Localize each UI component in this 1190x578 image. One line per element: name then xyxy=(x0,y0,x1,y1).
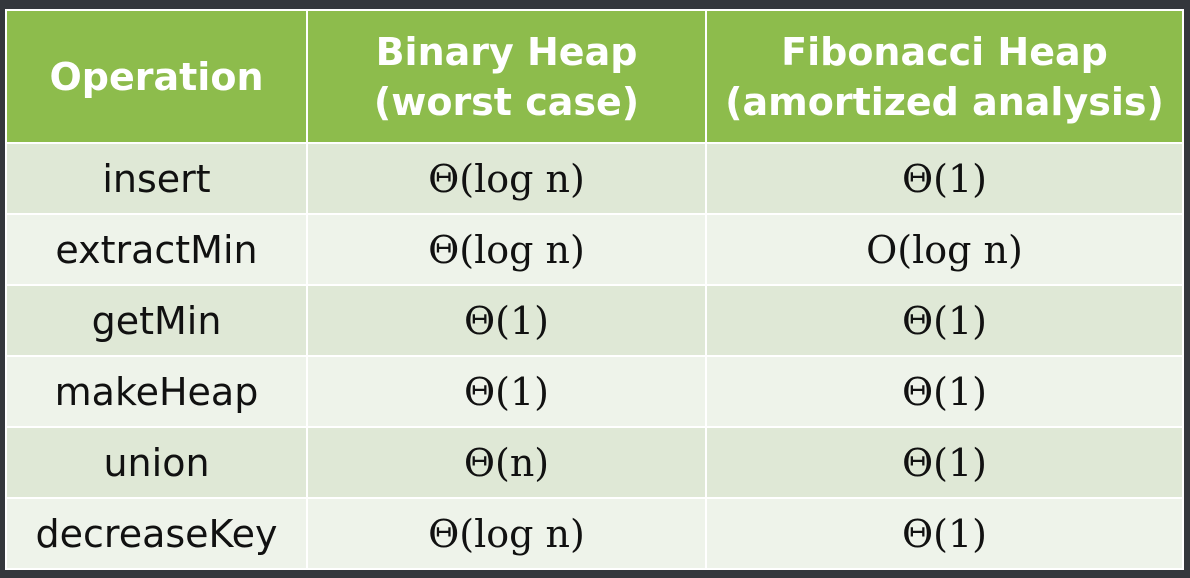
header-fibonacci-heap-subtitle: (amortized analysis) xyxy=(725,79,1164,124)
operation-cell: decreaseKey xyxy=(5,497,308,570)
heap-comparison-table: Operation Binary Heap (worst case) Fibon… xyxy=(5,9,1184,570)
operation-cell: getMin xyxy=(5,284,308,357)
operation-cell: extractMin xyxy=(5,213,308,286)
table-row: extractMin Θ(log n) O(log n) xyxy=(5,213,1184,286)
header-row: Operation Binary Heap (worst case) Fibon… xyxy=(5,9,1184,144)
binary-heap-cell: Θ(log n) xyxy=(306,213,707,286)
table-row: getMin Θ(1) Θ(1) xyxy=(5,284,1184,357)
table-row: makeHeap Θ(1) Θ(1) xyxy=(5,355,1184,428)
table-row: insert Θ(log n) Θ(1) xyxy=(5,142,1184,215)
header-binary-heap-subtitle: (worst case) xyxy=(373,79,640,124)
fibonacci-heap-cell: O(log n) xyxy=(705,213,1184,286)
operation-cell: union xyxy=(5,426,308,499)
header-fibonacci-heap-title: Fibonacci Heap xyxy=(781,29,1108,74)
header-binary-heap-title: Binary Heap xyxy=(375,29,638,74)
binary-heap-cell: Θ(log n) xyxy=(306,142,707,215)
fibonacci-heap-cell: Θ(1) xyxy=(705,355,1184,428)
binary-heap-cell: Θ(1) xyxy=(306,355,707,428)
operation-cell: makeHeap xyxy=(5,355,308,428)
header-operation: Operation xyxy=(5,9,308,144)
fibonacci-heap-cell: Θ(1) xyxy=(705,284,1184,357)
binary-heap-cell: Θ(n) xyxy=(306,426,707,499)
operation-cell: insert xyxy=(5,142,308,215)
binary-heap-cell: Θ(log n) xyxy=(306,497,707,570)
fibonacci-heap-cell: Θ(1) xyxy=(705,426,1184,499)
header-binary-heap: Binary Heap (worst case) xyxy=(306,9,707,144)
table-row: union Θ(n) Θ(1) xyxy=(5,426,1184,499)
binary-heap-cell: Θ(1) xyxy=(306,284,707,357)
header-fibonacci-heap: Fibonacci Heap (amortized analysis) xyxy=(705,9,1184,144)
fibonacci-heap-cell: Θ(1) xyxy=(705,497,1184,570)
fibonacci-heap-cell: Θ(1) xyxy=(705,142,1184,215)
table-row: decreaseKey Θ(log n) Θ(1) xyxy=(5,497,1184,570)
